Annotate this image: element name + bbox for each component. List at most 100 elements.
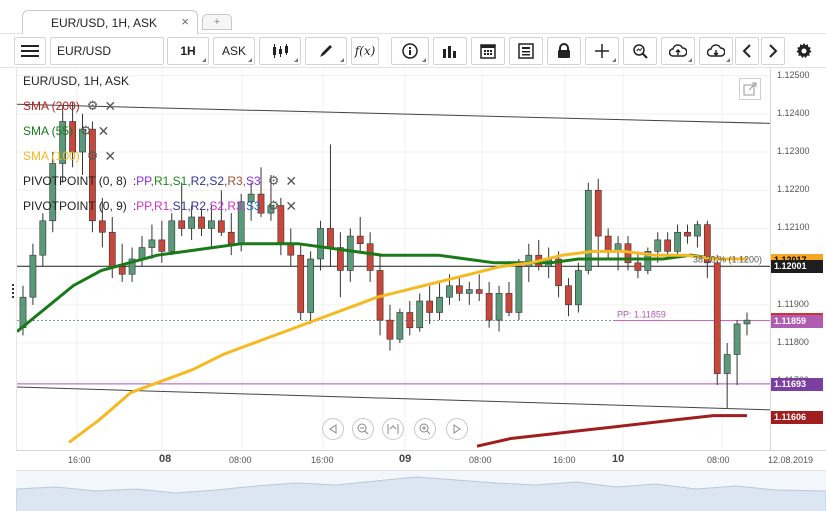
chart-plot-area[interactable]: 38.20 % (1.1200) PP: 1.11859 EUR/USD, 1H,… <box>16 68 771 450</box>
expand-chart-button[interactable] <box>739 78 761 100</box>
pivot-level-label: PP, <box>136 174 154 188</box>
indicator-name: PIVOTPOINT (0, 9) <box>23 199 127 213</box>
symbol-select[interactable]: EUR/USD <box>50 37 164 65</box>
legend-row[interactable]: PIVOTPOINT (0, 9) : PP, R1, S1, R2, S2, … <box>23 198 297 214</box>
draw-tool-button[interactable] <box>305 37 347 65</box>
bull-candle <box>525 254 533 267</box>
legend-row[interactable]: PIVOTPOINT (0, 8) : PP, R1, S1, R2, S2, … <box>23 173 297 189</box>
chart-navigator[interactable] <box>15 470 826 511</box>
bull-candle <box>168 220 176 252</box>
pivot-level-label: R2, <box>190 174 210 188</box>
timeframe-select[interactable]: 1H <box>167 37 209 65</box>
bull-candle <box>267 205 275 214</box>
candlestick-chart[interactable]: 38.20 % (1.1200) PP: 1.11859 <box>17 68 771 450</box>
nav-forward-button[interactable] <box>446 418 468 440</box>
indicator-name: SMA (100) <box>23 149 80 163</box>
indicator-settings-icon[interactable]: ⚙ <box>86 148 99 163</box>
price-tick-label: 1.11800 <box>777 337 809 348</box>
time-axis[interactable]: 16:00 08 08:00 16:00 09 08:00 16:00 10 08:00 12.0… <box>16 450 826 470</box>
legend-row[interactable]: SMA (200) ⚙ ✕ <box>23 98 116 114</box>
zoom-out-button[interactable] <box>352 418 374 440</box>
upload-button[interactable] <box>661 37 695 65</box>
bull-candle <box>49 163 57 222</box>
zoom-icon <box>633 44 648 59</box>
calendar-button[interactable] <box>471 37 505 65</box>
price-tick-label: 1.12100 <box>777 222 810 233</box>
bull-candle <box>39 220 47 256</box>
zoom-button[interactable] <box>623 37 657 65</box>
indicator-name: PIVOTPOINT (0, 8) <box>23 174 127 188</box>
bull-candle <box>515 266 523 313</box>
fx-icon: f(x) <box>354 44 376 58</box>
menu-button[interactable] <box>14 37 46 65</box>
bear-candle <box>327 228 334 248</box>
bear-candle <box>703 224 711 264</box>
chart-type-button[interactable] <box>259 37 301 65</box>
bull-candle <box>79 128 86 153</box>
fit-icon <box>387 424 399 434</box>
pivot-level-label: R1, <box>153 174 173 188</box>
indicator-remove-icon[interactable]: ✕ <box>104 97 117 114</box>
settings-button[interactable] <box>790 37 818 65</box>
pivot-level-label: R3, <box>227 174 247 188</box>
indicator-settings-icon[interactable]: ⚙ <box>267 173 280 188</box>
lock-button[interactable] <box>547 37 581 65</box>
panel-resize-handle[interactable] <box>12 284 15 298</box>
time-tick-label: 08:00 <box>229 455 252 465</box>
bear-candle <box>158 239 166 252</box>
legend-row[interactable]: SMA (55) ⚙ ✕ <box>23 123 109 139</box>
zoom-in-button[interactable] <box>414 418 436 440</box>
indicator-settings-icon[interactable]: ⚙ <box>267 198 280 213</box>
indicator-name: SMA (200) <box>23 99 80 113</box>
zoom-out-icon <box>357 423 369 435</box>
indicator-settings-icon[interactable]: ⚙ <box>86 98 99 113</box>
bull-candle <box>396 312 404 340</box>
volume-button[interactable] <box>433 37 467 65</box>
bear-candle <box>406 312 414 329</box>
info-icon <box>402 43 418 59</box>
price-side-select[interactable]: ASK <box>213 37 255 65</box>
bull-candle <box>723 354 731 374</box>
indicator-remove-icon[interactable]: ✕ <box>104 147 117 164</box>
indicator-remove-icon[interactable]: ✕ <box>285 197 298 214</box>
pivot-level-label: S2, <box>209 174 228 188</box>
trendline-lower <box>17 386 771 411</box>
sma-line <box>68 249 747 444</box>
bear-candle <box>98 220 106 233</box>
download-button[interactable] <box>699 37 733 65</box>
indicator-remove-icon[interactable]: ✕ <box>97 122 110 139</box>
price-axis[interactable]: 1.12500 1.12400 1.12300 1.12200 1.12100 1.119… <box>770 68 826 450</box>
chart-tab[interactable]: EUR/USD, 1H, ASK × <box>22 10 198 34</box>
triangle-left-icon <box>329 424 337 434</box>
bear-candle <box>356 235 364 245</box>
pivot-level-label: R3, <box>227 199 247 213</box>
price-badge: 1.11693 <box>771 377 823 391</box>
fib-label: 38.20 % (1.1200) <box>693 254 762 264</box>
nav-back-button[interactable] <box>322 418 344 440</box>
scroll-left-button[interactable] <box>735 37 759 65</box>
legend-separator: : <box>132 199 137 213</box>
indicator-settings-icon[interactable]: ⚙ <box>80 123 92 138</box>
lock-icon <box>558 43 570 58</box>
bull-candle <box>743 319 751 325</box>
pivot-level-label: S1, <box>172 199 191 213</box>
fit-button[interactable] <box>382 418 404 440</box>
cloud-upload-icon <box>669 44 687 57</box>
sma-line <box>17 242 747 333</box>
info-button[interactable] <box>391 37 429 65</box>
gear-icon <box>796 43 812 59</box>
legend-row[interactable]: SMA (100) ⚙ ✕ <box>23 148 116 164</box>
indicators-button[interactable]: f(x) <box>351 37 379 65</box>
add-tab-button[interactable]: + <box>202 14 232 30</box>
bear-candle <box>386 319 394 340</box>
crosshair-button[interactable] <box>585 37 619 65</box>
news-button[interactable] <box>509 37 543 65</box>
bear-candle <box>217 220 225 233</box>
indicator-remove-icon[interactable]: ✕ <box>285 172 298 189</box>
tab-close-icon[interactable]: × <box>181 14 189 29</box>
news-icon <box>518 43 534 59</box>
scroll-right-button[interactable] <box>761 37 785 65</box>
bull-candle <box>584 189 592 271</box>
indicator-name: SMA (55) <box>23 124 74 138</box>
price-tick-label: 1.11900 <box>777 298 809 309</box>
